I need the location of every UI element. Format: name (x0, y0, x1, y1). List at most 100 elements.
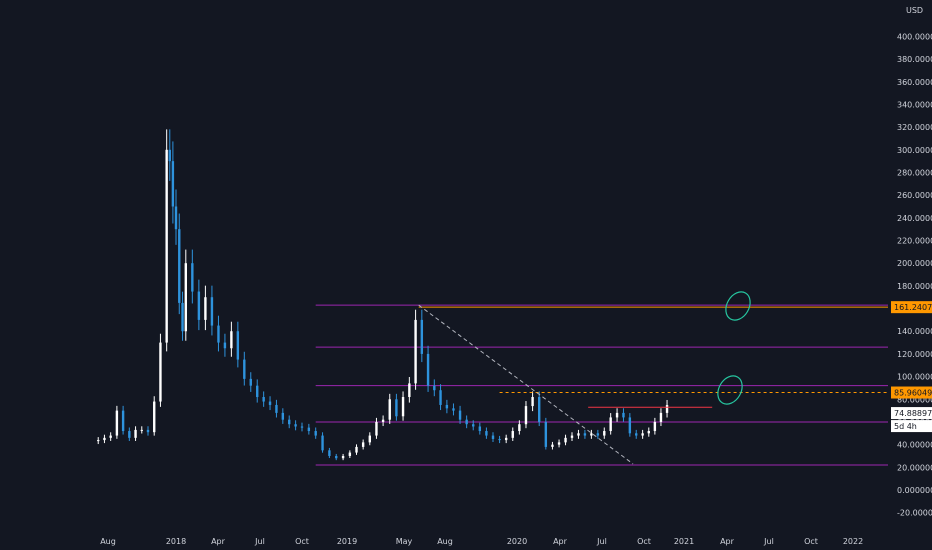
price-tick-label: 140.000000 (897, 327, 932, 336)
candle-body (445, 404, 449, 409)
candle (458, 405, 462, 424)
candle (641, 429, 644, 439)
countdown-tag: 5d 4h (891, 420, 932, 433)
candle (275, 399, 278, 418)
candle-body (335, 455, 338, 459)
candle (603, 427, 606, 439)
candle-body (115, 410, 119, 436)
candles (97, 129, 669, 461)
drawings[interactable] (418, 288, 888, 465)
price-tick-label: 220.000000 (897, 237, 932, 246)
candle-body (134, 429, 137, 438)
time-tick-label: Aug (100, 537, 116, 546)
time-tick-label: May (396, 537, 413, 546)
candle-body (171, 161, 175, 207)
candle (128, 427, 131, 441)
time-tick-label: Jul (763, 537, 774, 546)
time-tick-label: 2019 (337, 537, 357, 546)
target-price-tag-bg (891, 386, 932, 399)
candle (511, 427, 514, 441)
candle (159, 333, 162, 407)
candle (236, 321, 240, 368)
price-tick-label: 40.000000 (897, 441, 932, 450)
candle (191, 249, 194, 304)
time-tick-label: 2022 (843, 537, 863, 546)
candle-body (498, 438, 501, 441)
price-tick-label: 300.000000 (897, 146, 932, 155)
candle (465, 415, 468, 429)
price-tick-label: 380.000000 (897, 55, 932, 64)
candle (140, 426, 143, 434)
candle (146, 426, 150, 436)
candle (504, 434, 508, 444)
candle-body (420, 319, 424, 354)
candle (262, 391, 265, 407)
candle-body (622, 412, 625, 418)
candle (168, 129, 171, 181)
price-tick-label: 240.000000 (897, 214, 932, 223)
candle (615, 408, 619, 422)
candle (647, 427, 650, 437)
candle-body (146, 429, 150, 433)
trend-line[interactable] (418, 304, 634, 465)
candle-body (439, 390, 442, 405)
candle-body (191, 263, 194, 292)
highlight-ellipse-top[interactable] (721, 288, 755, 325)
candle-body (408, 383, 411, 398)
candle-body (485, 431, 488, 436)
fib-retracement[interactable] (315, 304, 888, 466)
candle-body (300, 426, 304, 428)
candle-body (355, 446, 358, 453)
candle-body (590, 433, 593, 436)
time-tick-label: Apr (211, 537, 226, 546)
candle-body (294, 424, 297, 427)
price-axis[interactable]: -20.0000000.00000020.00000040.00000060.0… (897, 6, 932, 518)
candle (518, 420, 521, 435)
candle-body (458, 410, 462, 420)
time-tick-label: 2018 (166, 537, 186, 546)
candle (210, 285, 214, 336)
time-axis[interactable]: Aug 2018 Apr Jul Oct 2019 May Aug 2020 Apr Jul Oct 2… (100, 537, 863, 546)
candle (472, 420, 475, 431)
candle (294, 420, 297, 431)
candle-body (178, 229, 181, 303)
candle-body (628, 417, 632, 434)
time-tick-label: Apr (720, 537, 735, 546)
candle-body (557, 442, 561, 445)
candle-body (288, 419, 291, 425)
fib-top-price-tag-bg (891, 301, 932, 314)
candle-body (544, 421, 548, 447)
candle (249, 372, 252, 392)
candle (97, 437, 100, 445)
candle-body (538, 397, 541, 422)
candle-body (635, 433, 638, 436)
candle (596, 429, 600, 439)
candle-body (381, 419, 385, 422)
candle-body (204, 297, 207, 320)
candle-body (165, 149, 168, 343)
candle-body (401, 397, 405, 417)
candle (491, 432, 495, 443)
candle-body (314, 431, 317, 436)
candle (361, 439, 365, 450)
candle (109, 432, 112, 441)
candle-body (328, 450, 331, 456)
candle-body (511, 431, 514, 438)
time-tick-label: Oct (804, 537, 818, 546)
time-tick-label: Jul (596, 537, 607, 546)
candle (171, 141, 175, 224)
candle (544, 417, 548, 450)
candle (288, 415, 291, 429)
highlight-ellipse-bottom[interactable] (713, 372, 747, 409)
candle-body (103, 437, 106, 441)
candle (230, 321, 233, 357)
candle (653, 417, 657, 435)
candle (414, 309, 417, 390)
candle (659, 408, 663, 427)
candle (348, 450, 352, 459)
target-price-tag-text: 85.960490 (894, 389, 932, 398)
countdown-tag-text: 5d 4h (894, 422, 917, 431)
candle-body (491, 435, 495, 439)
candle-body (531, 397, 534, 407)
